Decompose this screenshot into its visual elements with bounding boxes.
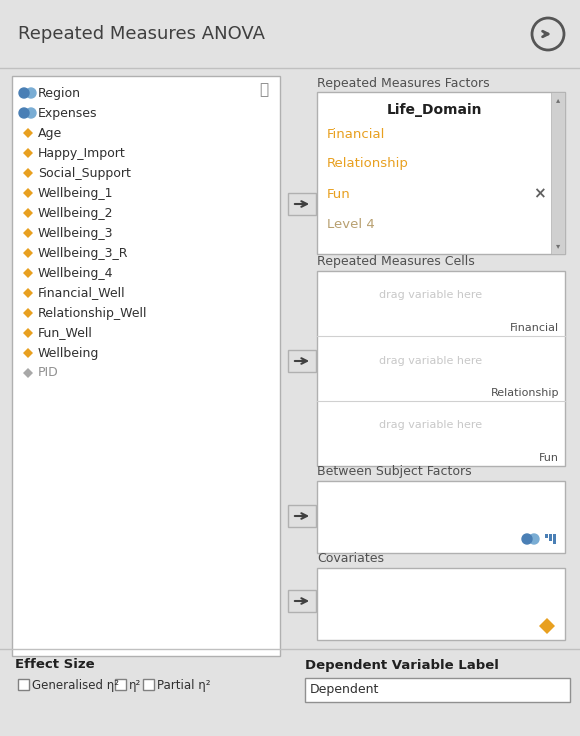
Text: Life_Domain: Life_Domain — [386, 103, 482, 117]
Text: Fun: Fun — [539, 453, 559, 463]
Text: Financial: Financial — [510, 323, 559, 333]
Text: Age: Age — [38, 127, 62, 140]
Text: Covariates: Covariates — [317, 551, 384, 565]
Polygon shape — [23, 128, 33, 138]
Polygon shape — [23, 328, 33, 338]
Text: Repeated Measures ANOVA: Repeated Measures ANOVA — [18, 25, 265, 43]
Bar — [305, 678, 570, 702]
Bar — [553, 534, 556, 544]
Text: Happy_Import: Happy_Import — [38, 146, 126, 160]
Text: ×: × — [532, 186, 545, 202]
Text: Between Subject Factors: Between Subject Factors — [317, 464, 472, 478]
Text: drag variable here: drag variable here — [379, 291, 483, 300]
Text: Wellbeing_2: Wellbeing_2 — [38, 207, 114, 219]
Polygon shape — [23, 288, 33, 298]
Circle shape — [26, 88, 36, 98]
Text: Expenses: Expenses — [38, 107, 97, 119]
Text: Relationship_Well: Relationship_Well — [38, 306, 147, 319]
Text: PID: PID — [38, 367, 59, 380]
Bar — [551, 92, 565, 254]
Polygon shape — [539, 618, 555, 634]
Circle shape — [26, 108, 36, 118]
Text: drag variable here: drag variable here — [379, 355, 483, 366]
Bar — [143, 679, 154, 690]
Polygon shape — [23, 248, 33, 258]
Text: Wellbeing_1: Wellbeing_1 — [38, 186, 114, 199]
Text: ▴: ▴ — [556, 96, 560, 105]
Polygon shape — [23, 208, 33, 218]
Bar — [288, 350, 316, 372]
Bar — [317, 92, 565, 254]
Bar — [12, 76, 280, 656]
Text: Repeated Measures Factors: Repeated Measures Factors — [317, 77, 490, 90]
Bar — [0, 0, 580, 68]
Polygon shape — [23, 148, 33, 158]
Text: Dependent: Dependent — [310, 684, 379, 696]
Circle shape — [19, 108, 29, 118]
Text: ⌕: ⌕ — [259, 82, 269, 97]
Text: drag variable here: drag variable here — [379, 420, 483, 431]
Circle shape — [522, 534, 532, 544]
Bar — [115, 679, 126, 690]
Bar — [317, 481, 565, 553]
Text: Financial_Well: Financial_Well — [38, 286, 126, 300]
Text: Repeated Measures Cells: Repeated Measures Cells — [317, 255, 475, 269]
Text: Fun: Fun — [327, 188, 351, 200]
Polygon shape — [23, 168, 33, 178]
Text: Relationship: Relationship — [327, 158, 409, 171]
Polygon shape — [23, 368, 33, 378]
Polygon shape — [23, 268, 33, 278]
Polygon shape — [23, 188, 33, 198]
Text: Relationship: Relationship — [491, 388, 559, 398]
Bar — [288, 193, 316, 215]
Polygon shape — [23, 228, 33, 238]
Text: ▾: ▾ — [556, 241, 560, 250]
Text: Wellbeing_3: Wellbeing_3 — [38, 227, 114, 239]
Text: Region: Region — [38, 87, 81, 99]
Text: Partial η²: Partial η² — [157, 679, 211, 692]
Text: Financial: Financial — [327, 127, 385, 141]
Polygon shape — [23, 348, 33, 358]
Text: Wellbeing: Wellbeing — [38, 347, 99, 359]
Text: Fun_Well: Fun_Well — [38, 327, 93, 339]
Bar — [317, 568, 565, 640]
Text: Wellbeing_4: Wellbeing_4 — [38, 266, 114, 280]
Text: Effect Size: Effect Size — [15, 659, 95, 671]
Polygon shape — [23, 308, 33, 318]
Bar — [545, 534, 548, 538]
Bar — [317, 271, 565, 466]
Bar — [18, 679, 29, 690]
Circle shape — [19, 88, 29, 98]
Circle shape — [529, 534, 539, 544]
Bar — [288, 505, 316, 527]
Text: Social_Support: Social_Support — [38, 166, 131, 180]
Bar — [288, 590, 316, 612]
Bar — [549, 534, 552, 541]
Text: Level 4: Level 4 — [327, 218, 375, 230]
Text: Dependent Variable Label: Dependent Variable Label — [305, 659, 499, 671]
Text: Wellbeing_3_R: Wellbeing_3_R — [38, 247, 129, 260]
Text: Generalised η²: Generalised η² — [32, 679, 119, 692]
Text: η²: η² — [129, 679, 142, 692]
